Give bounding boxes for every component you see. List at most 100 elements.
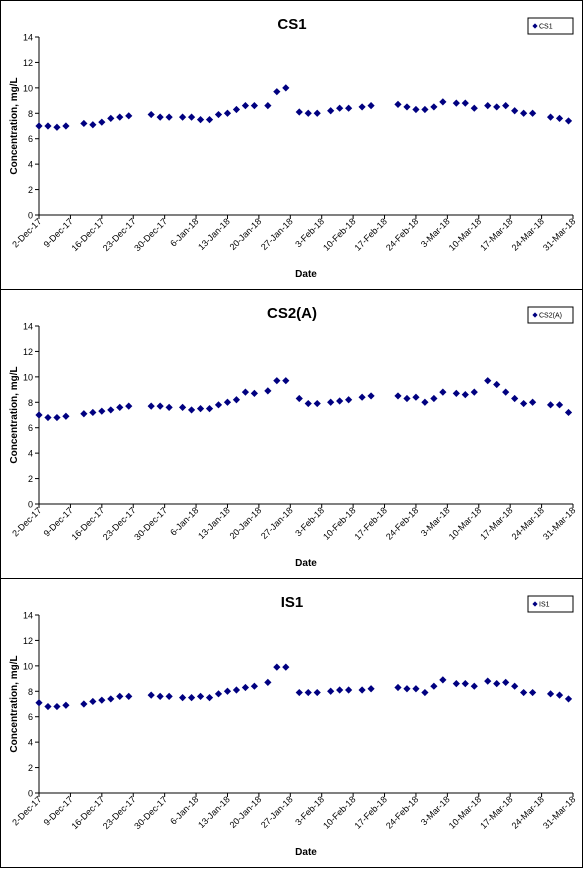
x-tick-label: 23-Dec-17 bbox=[101, 505, 138, 542]
data-point bbox=[555, 691, 564, 699]
x-tick-label: 20-Jan-18 bbox=[228, 216, 264, 252]
data-point bbox=[273, 663, 281, 671]
x-tick-label: 24-Mar-18 bbox=[510, 794, 546, 830]
y-tick-label: 10 bbox=[23, 372, 33, 382]
data-point bbox=[250, 102, 258, 110]
legend-marker bbox=[532, 312, 538, 318]
data-point bbox=[116, 692, 124, 700]
x-tick-label: 6-Jan-18 bbox=[168, 216, 200, 248]
data-point bbox=[187, 113, 196, 121]
data-point bbox=[196, 692, 205, 700]
data-point bbox=[196, 405, 205, 413]
data-point bbox=[394, 100, 402, 108]
data-point bbox=[403, 103, 411, 111]
data-point bbox=[116, 403, 124, 411]
data-point bbox=[493, 680, 501, 688]
y-axis-label: Concentration, mg/L bbox=[9, 77, 20, 174]
y-tick-label: 12 bbox=[23, 58, 33, 68]
data-point bbox=[358, 103, 366, 111]
x-tick-label: 10-Mar-18 bbox=[447, 505, 483, 541]
data-point bbox=[107, 695, 115, 703]
data-point bbox=[178, 113, 187, 121]
data-point bbox=[520, 688, 528, 697]
y-tick-label: 0 bbox=[28, 500, 33, 510]
data-point bbox=[403, 685, 411, 693]
data-point bbox=[327, 398, 335, 406]
data-point bbox=[264, 387, 272, 395]
data-point bbox=[484, 377, 492, 385]
data-point bbox=[156, 402, 164, 410]
data-point bbox=[345, 396, 353, 404]
data-point bbox=[125, 692, 133, 700]
data-point bbox=[282, 84, 290, 92]
data-point bbox=[461, 680, 469, 688]
data-point bbox=[178, 694, 187, 702]
data-point bbox=[89, 697, 97, 706]
data-point bbox=[156, 113, 164, 121]
data-point bbox=[232, 396, 241, 404]
data-point bbox=[232, 686, 241, 694]
data-point bbox=[470, 388, 478, 396]
x-tick-label: 16-Dec-17 bbox=[69, 794, 106, 831]
data-point bbox=[555, 401, 564, 409]
data-point bbox=[493, 380, 501, 389]
chart-title: IS1 bbox=[281, 594, 304, 611]
data-point bbox=[546, 113, 555, 121]
x-tick-label: 30-Dec-17 bbox=[132, 505, 169, 542]
data-point bbox=[205, 694, 214, 702]
data-point bbox=[412, 105, 420, 114]
x-tick-label: 2-Dec-17 bbox=[10, 216, 43, 249]
y-tick-label: 6 bbox=[28, 423, 33, 433]
x-tick-label: 24-Mar-18 bbox=[510, 505, 546, 541]
data-point bbox=[165, 113, 173, 121]
y-axis-label: Concentration, mg/L bbox=[9, 366, 20, 463]
data-point bbox=[232, 105, 241, 114]
data-point bbox=[187, 694, 196, 702]
x-tick-label: 20-Jan-18 bbox=[228, 794, 264, 830]
data-point bbox=[546, 401, 555, 409]
data-point bbox=[336, 686, 344, 694]
data-point bbox=[147, 691, 155, 699]
data-point bbox=[555, 114, 564, 122]
data-point bbox=[223, 109, 232, 117]
data-point bbox=[394, 683, 402, 692]
data-point bbox=[214, 110, 223, 119]
data-point bbox=[295, 394, 303, 403]
y-tick-label: 2 bbox=[28, 185, 33, 195]
data-point bbox=[205, 116, 214, 124]
data-point bbox=[313, 688, 321, 697]
data-point bbox=[520, 399, 528, 408]
data-point bbox=[214, 401, 223, 409]
y-tick-label: 8 bbox=[28, 398, 33, 408]
data-point bbox=[493, 103, 501, 111]
data-point bbox=[44, 122, 52, 130]
data-point bbox=[44, 413, 52, 422]
data-point bbox=[367, 685, 375, 693]
chart-svg-cs1: CS1024681012142-Dec-179-Dec-1716-Dec-172… bbox=[9, 16, 577, 280]
data-point bbox=[125, 402, 133, 410]
data-point bbox=[502, 678, 510, 686]
x-tick-label: 10-Feb-18 bbox=[321, 794, 357, 830]
data-point bbox=[98, 696, 106, 704]
data-point bbox=[439, 676, 447, 684]
data-point bbox=[116, 113, 124, 121]
data-point bbox=[345, 686, 353, 694]
x-tick-label: 6-Jan-18 bbox=[168, 505, 200, 537]
legend-marker bbox=[532, 601, 538, 607]
y-axis-label: Concentration, mg/L bbox=[9, 655, 20, 752]
data-point bbox=[336, 104, 344, 112]
data-point bbox=[367, 392, 375, 400]
data-point bbox=[178, 403, 187, 411]
x-tick-label: 2-Dec-17 bbox=[10, 794, 43, 827]
data-point bbox=[529, 398, 537, 406]
y-tick-label: 2 bbox=[28, 474, 33, 484]
data-point bbox=[358, 686, 366, 694]
data-point bbox=[53, 123, 61, 131]
x-tick-label: 24-Feb-18 bbox=[384, 794, 420, 830]
legend-label: CS2(A) bbox=[539, 313, 562, 320]
y-tick-label: 10 bbox=[23, 83, 33, 93]
data-point bbox=[98, 407, 106, 415]
x-tick-label: 30-Dec-17 bbox=[132, 216, 169, 253]
data-point bbox=[421, 688, 429, 697]
data-point bbox=[214, 690, 223, 698]
